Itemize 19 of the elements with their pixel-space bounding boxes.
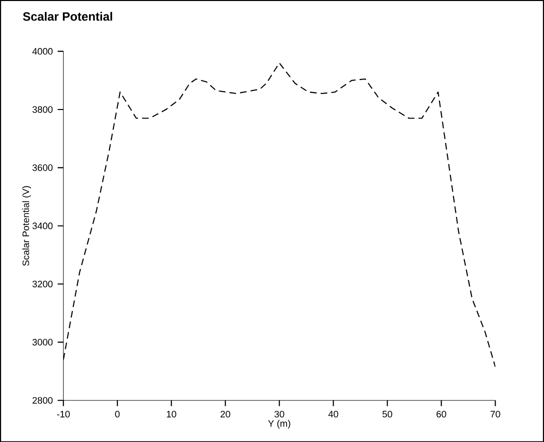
x-tick-label: 30: [274, 410, 284, 418]
x-tick-label: 40: [328, 410, 338, 418]
x-tick-label: 0: [115, 410, 120, 418]
y-tick-label: 3000: [32, 338, 53, 346]
y-tick-label: 4000: [32, 48, 53, 54]
x-tick-label: 20: [220, 410, 230, 418]
y-tick-label: 3400: [32, 222, 53, 229]
x-tick-label: 70: [490, 410, 500, 418]
x-tick-label: 50: [382, 410, 392, 418]
y-tick-label: 3800: [32, 106, 53, 113]
chart-title: Scalar Potential: [23, 12, 112, 21]
x-tick-label: -10: [57, 410, 70, 418]
x-axis-title: Y (m): [268, 420, 290, 428]
x-tick-label: 60: [436, 410, 446, 418]
y-axis-title: Scalar Potential (V): [22, 186, 31, 266]
y-tick-label: 3200: [32, 280, 53, 288]
x-tick-label: 10: [166, 410, 176, 418]
y-tick-label: 2800: [32, 396, 53, 404]
y-tick-label: 3600: [32, 164, 53, 171]
